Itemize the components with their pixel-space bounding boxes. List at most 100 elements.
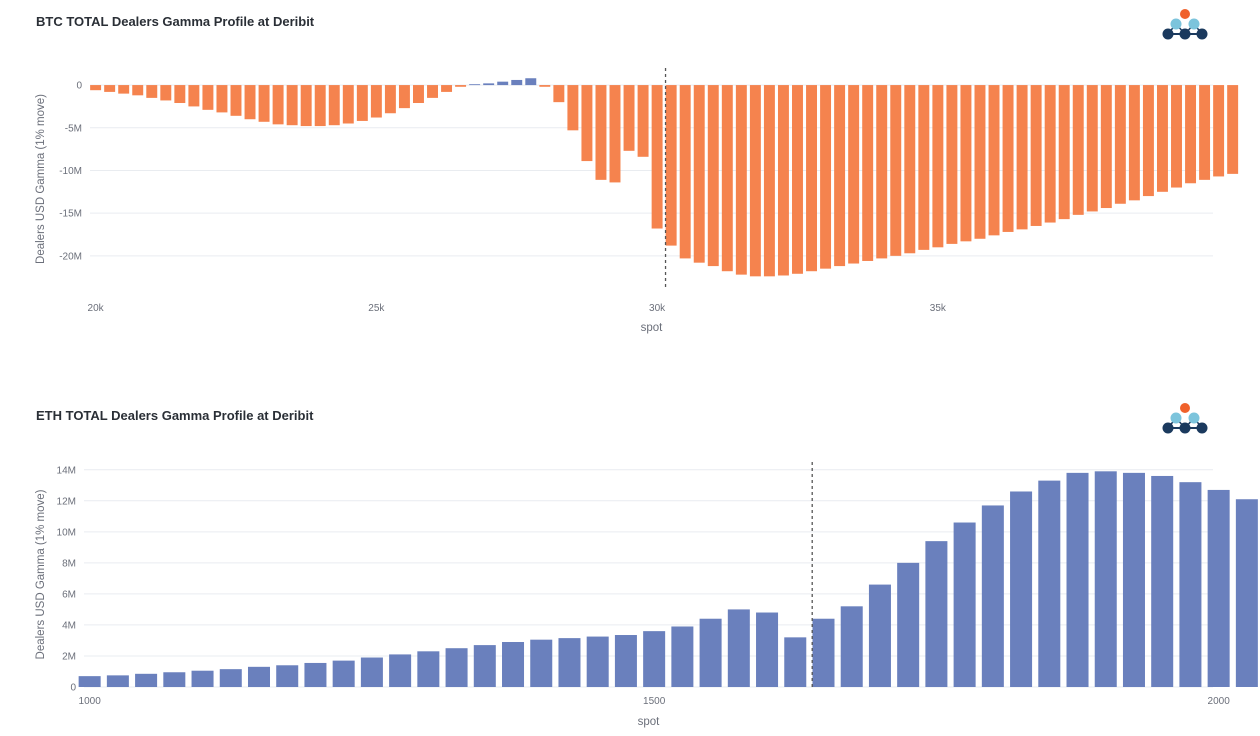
btc-bar [314, 85, 326, 127]
btc-bar [342, 85, 354, 124]
eth-bar [1207, 489, 1230, 687]
btc-bar [960, 85, 972, 242]
eth-bar [163, 672, 186, 687]
btc-bar [328, 85, 340, 126]
btc-bar [1002, 85, 1014, 232]
eth-x-axis-title: spot [638, 716, 661, 728]
eth-bar [1010, 491, 1033, 687]
eth-bar [699, 618, 722, 687]
btc-bar [272, 85, 284, 125]
btc-gridlines [90, 84, 1213, 257]
btc-bar [469, 84, 481, 86]
eth-bar [1179, 482, 1202, 687]
btc-bar [749, 85, 761, 277]
btc-chart-title: BTC TOTAL Dealers Gamma Profile at Derib… [36, 14, 315, 29]
btc-bar [258, 85, 270, 122]
btc-bar [398, 85, 410, 109]
eth-bar [276, 665, 299, 687]
btc-bar [174, 85, 186, 104]
eth-bar [106, 675, 129, 687]
btc-y-tick-label: -20M [59, 251, 82, 262]
eth-bar [897, 562, 920, 687]
btc-y-tick-label: -5M [65, 123, 82, 134]
btc-gamma-panel: BTC TOTAL Dealers Gamma Profile at Derib… [35, 9, 1239, 334]
btc-x-tick-label: 20k [88, 303, 105, 314]
btc-bar [1142, 85, 1154, 197]
eth-x-tick-label: 1500 [643, 696, 666, 707]
eth-bar [473, 645, 496, 687]
btc-bar [118, 85, 130, 94]
eth-bar [219, 669, 242, 687]
btc-gamma-chart: 0 -5M -10M -15M -20M 20k 25k 30k 35k spot Deale… [35, 68, 1239, 334]
btc-bar [384, 85, 396, 114]
eth-y-ticks: 0 2M 4M 6M 8M 10M 12M 14M [57, 465, 77, 693]
btc-bar [932, 85, 944, 248]
btc-bar [286, 85, 298, 126]
btc-bar [1199, 85, 1211, 180]
eth-gamma-panel: ETH TOTAL Dealers Gamma Profile at Derib… [0, 394, 1260, 736]
btc-bar [918, 85, 930, 250]
eth-y-tick-label: 2M [62, 651, 76, 662]
btc-bar [1072, 85, 1084, 215]
eth-bar [784, 637, 807, 687]
btc-bar [413, 85, 424, 104]
btc-bar [806, 85, 818, 272]
btc-bar [511, 79, 523, 86]
eth-bars [78, 471, 1258, 687]
btc-bar [1114, 85, 1126, 204]
eth-y-tick-label: 6M [62, 589, 76, 600]
btc-bar [735, 85, 747, 275]
btc-bar [848, 85, 860, 264]
btc-x-tick-label: 30k [649, 303, 666, 314]
eth-bar [1066, 472, 1089, 687]
btc-bar [132, 85, 144, 96]
company-logo-icon [1162, 403, 1208, 434]
btc-bar [946, 85, 958, 244]
btc-bar [188, 85, 200, 107]
btc-bar [595, 85, 607, 180]
btc-bar [160, 85, 172, 101]
eth-bar [417, 651, 440, 687]
btc-bar [623, 85, 635, 151]
btc-bar [455, 85, 467, 87]
eth-y-tick-label: 12M [57, 496, 76, 507]
eth-bar [868, 584, 891, 687]
btc-bar [792, 85, 803, 274]
btc-y-tick-label: -15M [59, 209, 82, 220]
eth-x-tick-label: 1000 [79, 696, 102, 707]
eth-y-axis-title: Dealers USD Gamma (1% move) [35, 489, 47, 659]
btc-bar [1156, 85, 1168, 192]
eth-bar [360, 657, 383, 687]
btc-bar [1100, 85, 1112, 209]
btc-y-tick-label: -10M [59, 166, 82, 177]
btc-bar [370, 85, 382, 118]
btc-bar [1030, 85, 1042, 226]
eth-bar [191, 670, 214, 687]
btc-x-tick-label: 35k [930, 303, 947, 314]
btc-bar [202, 85, 214, 110]
btc-bar [1016, 85, 1028, 230]
eth-bar [78, 676, 101, 687]
btc-x-ticks: 20k 25k 30k 35k [88, 303, 947, 314]
eth-y-tick-label: 8M [62, 558, 76, 569]
eth-bar [1038, 480, 1061, 687]
eth-bar [135, 673, 158, 687]
btc-bar [525, 78, 537, 86]
eth-bar [953, 522, 976, 687]
eth-bar [812, 618, 835, 687]
eth-bar [671, 626, 694, 687]
btc-bar [1171, 85, 1182, 188]
eth-y-tick-label: 10M [57, 527, 76, 538]
btc-bar [651, 85, 663, 229]
btc-y-axis-title: Dealers USD Gamma (1% move) [35, 94, 47, 264]
btc-bar [539, 85, 551, 87]
btc-y-tick-label: 0 [76, 81, 82, 92]
eth-bar [247, 666, 271, 687]
btc-bar [356, 85, 368, 121]
btc-bar [1086, 85, 1098, 212]
btc-bar [244, 85, 256, 120]
btc-bar [763, 85, 775, 277]
btc-bar [862, 85, 874, 261]
eth-bar [981, 505, 1004, 687]
